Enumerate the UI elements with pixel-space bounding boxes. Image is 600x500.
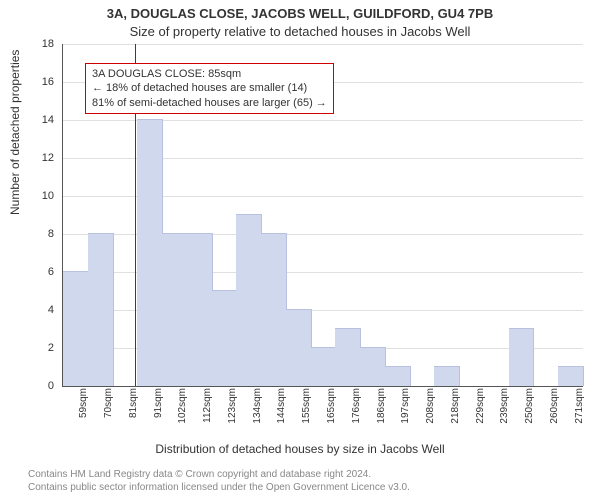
x-tick-label: 134sqm [252,388,263,424]
x-tick-label: 229sqm [475,388,486,424]
histogram-bar [311,347,337,386]
histogram-bar [236,214,262,386]
histogram-bar [261,233,287,386]
x-tick-label: 260sqm [549,388,560,424]
footer-attribution: Contains HM Land Registry data © Crown c… [28,468,410,494]
x-tick-label: 112sqm [202,388,213,423]
x-tick-label: 144sqm [276,388,287,424]
histogram-bar [63,271,89,386]
x-tick-label: 197sqm [400,388,411,424]
chart-title-subtitle: Size of property relative to detached ho… [0,24,600,39]
x-tick-label: 155sqm [301,388,312,424]
x-tick-label: 250sqm [524,388,535,424]
x-tick-label: 59sqm [78,388,89,418]
annotation-line2: ← 18% of detached houses are smaller (14… [92,81,327,95]
histogram-bar [335,328,361,386]
annotation-line1: 3A DOUGLAS CLOSE: 85sqm [92,67,327,81]
histogram-bar [162,233,188,386]
x-tick-label: 218sqm [450,388,461,424]
footer-line2: Contains public sector information licen… [28,481,410,494]
histogram-bar [558,366,584,386]
x-tick-label: 165sqm [326,388,337,424]
histogram-bar [385,366,411,386]
x-tick-label: 91sqm [153,388,164,418]
x-tick-label: 102sqm [177,388,188,424]
y-axis-label: Number of detached properties [8,50,22,215]
x-tick-label: 123sqm [227,388,238,424]
histogram-bar [360,347,386,386]
x-tick-label: 271sqm [574,388,585,424]
x-tick-label: 239sqm [499,388,510,424]
histogram-bar [509,328,535,386]
plot-area: 3A DOUGLAS CLOSE: 85sqm ← 18% of detache… [62,44,583,387]
footer-line1: Contains HM Land Registry data © Crown c… [28,468,410,481]
x-tick-label: 81sqm [128,388,139,418]
x-axis-label: Distribution of detached houses by size … [0,442,600,456]
histogram-bar [88,233,114,386]
histogram-bar [212,290,238,386]
annotation-box: 3A DOUGLAS CLOSE: 85sqm ← 18% of detache… [85,63,334,114]
chart-title-address: 3A, DOUGLAS CLOSE, JACOBS WELL, GUILDFOR… [0,6,600,21]
histogram-bar [187,233,213,386]
histogram-bar [137,119,163,386]
annotation-line3: 81% of semi-detached houses are larger (… [92,96,327,110]
x-tick-label: 208sqm [425,388,436,424]
histogram-bar [286,309,312,386]
x-tick-label: 176sqm [351,388,362,424]
histogram-bar [434,366,460,386]
x-tick-label: 70sqm [103,388,114,418]
x-tick-label: 186sqm [376,388,387,424]
